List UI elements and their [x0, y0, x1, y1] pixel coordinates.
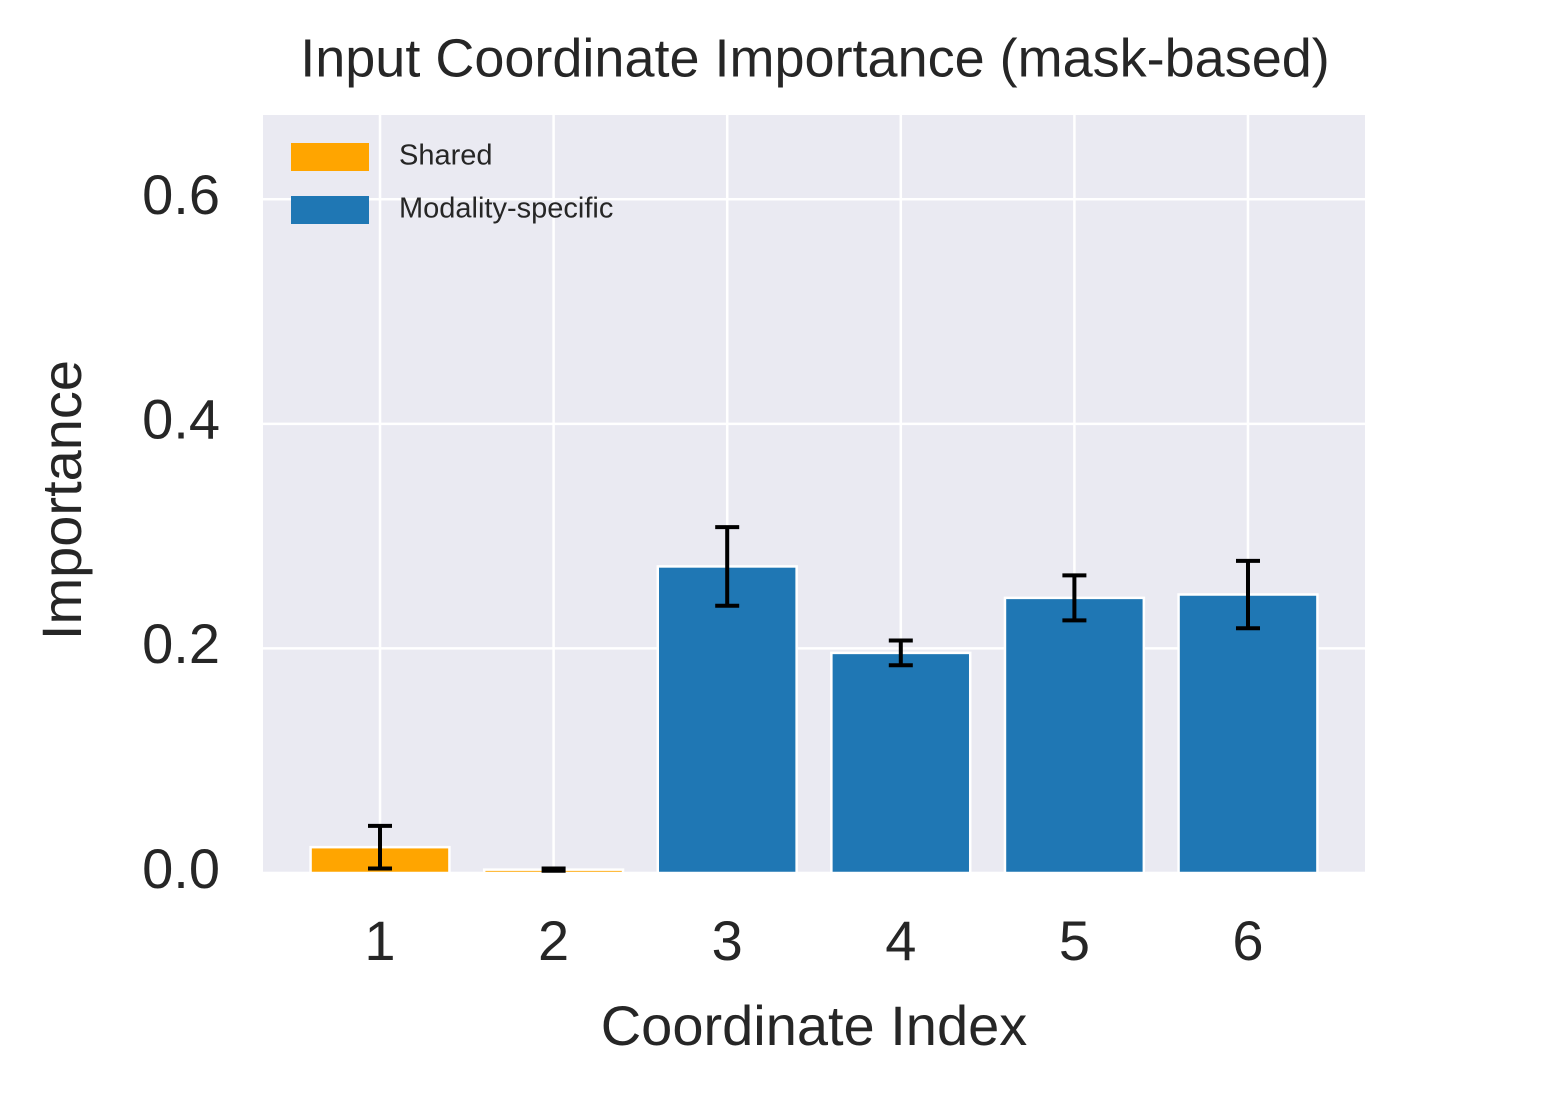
legend-label: Shared [399, 140, 493, 172]
x-tick-label: 5 [1059, 909, 1090, 972]
chart-title: Input Coordinate Importance (mask-based) [300, 28, 1330, 88]
x-tick-label: 6 [1232, 909, 1263, 972]
bar [830, 651, 972, 875]
y-tick-label: 0.2 [142, 612, 220, 675]
legend-label: Modality-specific [399, 193, 613, 225]
error-bar [888, 638, 913, 668]
x-tick-label: 2 [538, 909, 569, 972]
legend-swatch [291, 143, 369, 171]
error-bar [541, 866, 566, 873]
x-tick-label: 1 [364, 909, 395, 972]
y-axis-label: Importance [30, 360, 93, 640]
bar [1177, 593, 1319, 875]
x-tick-label: 4 [885, 909, 916, 972]
error-bar [368, 823, 393, 871]
bar [656, 565, 798, 875]
error-bar [715, 525, 740, 608]
y-tick-label: 0.4 [142, 388, 220, 451]
x-axis-label: Coordinate Index [601, 994, 1028, 1057]
error-bar [1235, 558, 1260, 631]
y-tick-label: 0.0 [142, 837, 220, 900]
legend-swatch [291, 196, 369, 224]
x-tick-label: 3 [712, 909, 743, 972]
bar [1003, 596, 1146, 875]
y-tick-label: 0.6 [142, 163, 220, 226]
error-bar [1062, 573, 1087, 623]
